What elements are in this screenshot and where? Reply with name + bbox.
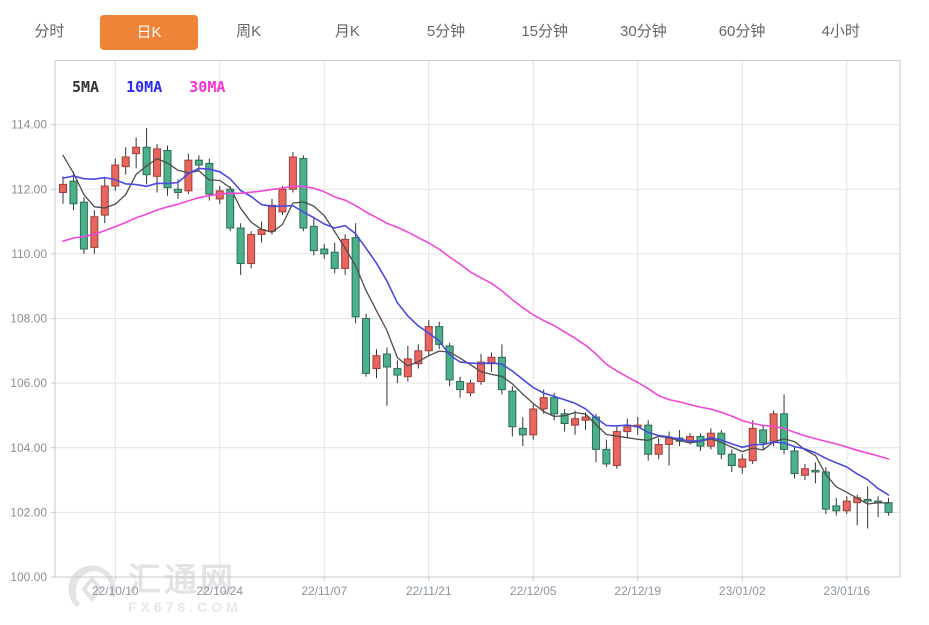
candle-down [309, 225, 318, 252]
candle-down [821, 471, 830, 510]
candle-up [372, 355, 381, 370]
candle-down [550, 397, 559, 415]
candle-down [362, 318, 371, 374]
tab-15min[interactable]: 15分钟 [521, 23, 569, 40]
candle-up [132, 146, 141, 155]
candle-down [445, 345, 454, 381]
candle-up [466, 382, 475, 394]
y-axis-label: 112.00 [11, 182, 47, 196]
candle-up [288, 156, 297, 190]
y-axis-label: 114.00 [11, 118, 47, 132]
candle-down [780, 413, 789, 450]
candle-up [424, 326, 433, 352]
candle-down [142, 146, 151, 176]
candle-down [727, 453, 736, 467]
candle-up [59, 183, 67, 193]
candle-up [278, 188, 287, 213]
ma-line-5ma [62, 154, 890, 505]
candle-up [571, 418, 580, 426]
candle-up [90, 216, 99, 248]
candle-up [800, 468, 809, 476]
candle-up [111, 164, 120, 187]
candle-up [184, 159, 193, 192]
candle-up [738, 458, 747, 468]
candle-down [508, 390, 517, 428]
candle-down [382, 353, 391, 368]
tab-5min[interactable]: 5分钟 [426, 23, 466, 40]
tab-4hour[interactable]: 4小时 [821, 23, 860, 40]
ma-line-10ma [62, 167, 890, 496]
x-axis-label: 22/10/10 [92, 584, 139, 598]
candle-down [790, 450, 799, 475]
ma-line-30ma [62, 185, 890, 460]
candle-down [236, 227, 245, 265]
x-axis-label: 22/12/19 [614, 584, 661, 598]
legend-ma30: 30MA [189, 78, 226, 96]
y-axis-label: 110.00 [11, 247, 47, 261]
x-axis-label: 22/12/05 [510, 584, 557, 598]
tab-weekly-k[interactable]: 周K [236, 23, 262, 40]
candle-up [529, 408, 538, 436]
tab-fenshi[interactable]: 分时 [34, 23, 65, 40]
plot-border [54, 60, 901, 578]
candle-up [539, 397, 548, 410]
candle-down [173, 188, 182, 193]
tab-monthly-k[interactable]: 月K [334, 23, 360, 40]
legend-ma5: 5MA [72, 78, 100, 96]
candle-up [487, 356, 496, 365]
candle-up [842, 500, 851, 512]
x-axis-label: 23/01/16 [823, 584, 870, 598]
x-axis-label: 22/11/07 [301, 584, 347, 598]
candle-down [163, 149, 172, 189]
candle-down [863, 498, 872, 502]
candle-down [759, 429, 768, 444]
candle-up [612, 431, 621, 467]
candle-down [518, 427, 527, 436]
y-axis-label: 106.00 [10, 376, 47, 390]
candle-up [403, 358, 412, 378]
y-axis-label: 108.00 [10, 312, 47, 326]
candle-up [268, 204, 276, 232]
candle-down [602, 448, 611, 465]
legend-ma10: 10MA [126, 78, 163, 96]
candle-down [435, 326, 444, 345]
y-axis-label: 104.00 [10, 441, 47, 455]
candle-down [456, 381, 465, 391]
x-axis-label: 22/11/21 [406, 584, 452, 598]
candle-up [153, 148, 162, 177]
x-axis-label: 22/10/24 [196, 584, 243, 598]
candle-up [121, 156, 130, 168]
tab-daily-k[interactable]: 日K [99, 14, 199, 50]
ma-legend: 5MA 10MA 30MA [72, 78, 243, 96]
candle-up [623, 426, 632, 433]
y-axis-label: 102.00 [10, 505, 47, 519]
candle-down [299, 158, 308, 229]
candle-up [100, 185, 109, 216]
tab-60min[interactable]: 60分钟 [718, 23, 766, 40]
candle-down [205, 162, 214, 195]
chart-stage: 汇通网 FX678.COM 114.00 112.00 110.00 108.00 10… [0, 60, 929, 615]
candle-up [414, 350, 423, 365]
y-axis-label: 100.00 [10, 570, 47, 584]
candle-down [884, 502, 893, 513]
candle-down [320, 248, 329, 255]
candle-down [69, 180, 78, 205]
candle-up [581, 416, 590, 421]
candle-down [226, 188, 235, 229]
candle-up [654, 444, 663, 455]
candle-down [832, 505, 841, 512]
candle-down [393, 368, 402, 376]
candle-down [194, 159, 203, 166]
candle-down [560, 413, 569, 425]
candle-down [330, 251, 339, 269]
x-axis-label: 23/01/02 [719, 584, 766, 598]
interval-tabbar: 分时 日K 周K 月K 5分钟 15分钟 30分钟 60分钟 4小时 [0, 12, 890, 52]
tab-30min[interactable]: 30分钟 [620, 23, 667, 40]
candle-down [497, 356, 506, 391]
candle-down [811, 469, 820, 473]
candle-down [351, 237, 360, 318]
candlestick-chart: 114.00 112.00 110.00 108.00 106.00 104.00 102.… [10, 60, 901, 598]
candle-down [79, 201, 88, 250]
candle-up [247, 233, 256, 265]
